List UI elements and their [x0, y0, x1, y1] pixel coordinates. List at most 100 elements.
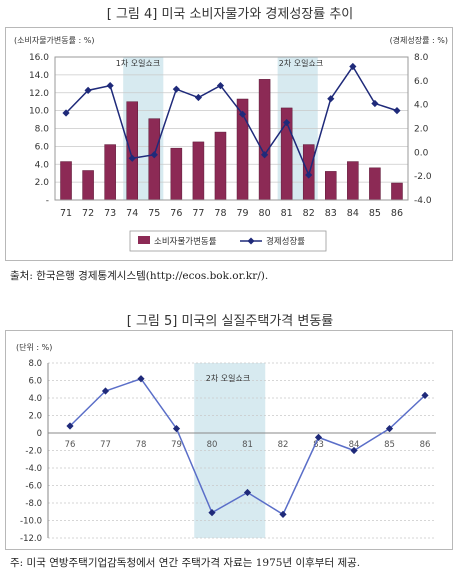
- x-tick-label: 84: [349, 440, 360, 450]
- y-tick-label: -6.0: [25, 482, 42, 492]
- x-tick-label: 76: [170, 208, 182, 219]
- gdp-growth-point: [283, 118, 291, 127]
- x-tick-label: 82: [303, 208, 315, 219]
- left-tick-label: 12.0: [29, 89, 49, 99]
- x-tick-label: 82: [278, 440, 289, 450]
- gdp-growth-point: [128, 154, 136, 162]
- figure1-shock2-label: 2차 오일쇼크: [279, 59, 323, 68]
- y-tick-label: -10.0: [20, 517, 42, 527]
- gdp-growth-point: [393, 107, 401, 115]
- right-tick-label: -4.0: [414, 196, 432, 206]
- x-tick-label: 86: [391, 208, 403, 219]
- figure1-left-axis-label: (소비자물가변동률 : %): [14, 35, 95, 45]
- house-price-point: [279, 510, 287, 518]
- x-tick-label: 77: [100, 440, 111, 450]
- figure1-source: 출처: 한국은행 경제통계시스템(http://ecos.bok.or.kr/)…: [10, 270, 269, 282]
- x-tick-label: 74: [126, 208, 138, 219]
- left-tick-label: 4.0: [35, 160, 50, 170]
- legend-swatch-cpi: [138, 236, 150, 244]
- x-tick-label: 83: [325, 208, 337, 219]
- house-price-point: [172, 425, 181, 433]
- left-tick-label: 2.0: [35, 178, 50, 188]
- figure2-title: [ 그림 5] 미국의 실질주택가격 변동률: [126, 314, 334, 329]
- gdp-growth-point: [106, 82, 114, 90]
- gdp-growth-point: [216, 82, 225, 90]
- gdp-growth-point: [371, 99, 379, 108]
- figure1-frame: [5, 27, 453, 261]
- right-tick-label: 0.0: [414, 148, 429, 158]
- house-price-point: [137, 375, 145, 383]
- x-tick-label: 76: [65, 440, 76, 450]
- legend-swatch-gdp-marker: [247, 237, 255, 245]
- y-tick-label: -8.0: [25, 499, 42, 509]
- figure1-title: [ 그림 4] 미국 소비자물가와 경제성장률 추이: [106, 7, 354, 22]
- x-tick-label: 79: [236, 208, 248, 219]
- y-tick-label: 0: [37, 429, 42, 439]
- figure2-note: 주: 미국 연방주택기업감독청에서 연간 주택가격 자료는 1975년 이후부터…: [10, 557, 361, 569]
- house-price-point: [385, 425, 394, 433]
- y-tick-label: 4.0: [28, 394, 42, 404]
- y-tick-label: 6.0: [28, 377, 42, 387]
- gdp-growth-point: [238, 110, 247, 118]
- house-price-point: [101, 387, 110, 395]
- right-tick-label: -2.0: [414, 172, 432, 182]
- figure1-right-axis-label: (경제성장률 : %): [390, 35, 448, 45]
- gdp-growth-point: [62, 109, 70, 117]
- left-tick-label: 10.0: [29, 107, 49, 117]
- x-tick-label: 85: [384, 440, 395, 450]
- left-tick-label: -: [46, 196, 49, 206]
- house-price-point: [421, 391, 429, 399]
- left-tick-label: 6.0: [35, 142, 50, 152]
- x-tick-label: 86: [420, 440, 431, 450]
- legend-box: [129, 230, 327, 252]
- gdp-growth-point: [305, 171, 313, 179]
- x-tick-label: 72: [82, 208, 94, 219]
- right-tick-label: 6.0: [414, 77, 429, 87]
- x-tick-label: 84: [347, 208, 359, 219]
- x-tick-label: 79: [171, 440, 182, 450]
- y-tick-label: 2.0: [28, 412, 42, 422]
- gdp-growth-line: [65, 65, 398, 178]
- house-price-point: [314, 433, 323, 441]
- figure1-legend: 소비자물가변동률 경제성장률: [129, 230, 327, 252]
- x-tick-label: 80: [259, 208, 271, 219]
- figure2-shock-label: 2차 오일쇼크: [206, 374, 250, 383]
- x-tick-label: 83: [313, 440, 324, 450]
- house-price-point: [208, 509, 216, 517]
- right-tick-label: 2.0: [414, 125, 429, 135]
- gdp-growth-point: [327, 95, 335, 103]
- x-tick-label: 73: [104, 208, 116, 219]
- x-tick-label: 77: [192, 208, 204, 219]
- plot-area: [54, 56, 409, 201]
- x-tick-label: 78: [136, 440, 147, 450]
- y-tick-label: -4.0: [25, 464, 42, 474]
- house-price-point: [243, 488, 252, 497]
- house-price-point: [350, 446, 358, 455]
- left-tick-label: 16.0: [29, 53, 49, 63]
- y-tick-label: -2.0: [25, 447, 42, 457]
- x-tick-label: 71: [60, 208, 72, 219]
- legend-label-gdp: 경제성장률: [266, 236, 305, 247]
- gdp-growth-point: [150, 151, 158, 159]
- gdp-growth-point: [194, 93, 203, 102]
- legend-label-cpi: 소비자물가변동률: [154, 236, 217, 247]
- x-tick-label: 81: [281, 208, 293, 219]
- gdp-growth-point: [84, 86, 92, 94]
- left-tick-label: 14.0: [29, 71, 49, 81]
- y-tick-label: -12.0: [20, 534, 42, 544]
- figure2-frame: [5, 330, 453, 550]
- right-tick-label: 8.0: [414, 53, 429, 63]
- x-tick-label: 85: [369, 208, 381, 219]
- gdp-growth-point: [349, 62, 357, 71]
- x-tick-label: 75: [148, 208, 160, 219]
- figure2-unit-label: (단위 : %): [16, 342, 52, 352]
- figure1-shock1-label: 1차 오일쇼크: [116, 59, 160, 68]
- right-tick-label: 4.0: [414, 101, 429, 111]
- gdp-growth-point: [172, 85, 180, 93]
- x-tick-label: 80: [207, 440, 218, 450]
- x-tick-label: 78: [214, 208, 226, 219]
- house-price-point: [66, 422, 74, 430]
- x-tick-label: 81: [242, 440, 253, 450]
